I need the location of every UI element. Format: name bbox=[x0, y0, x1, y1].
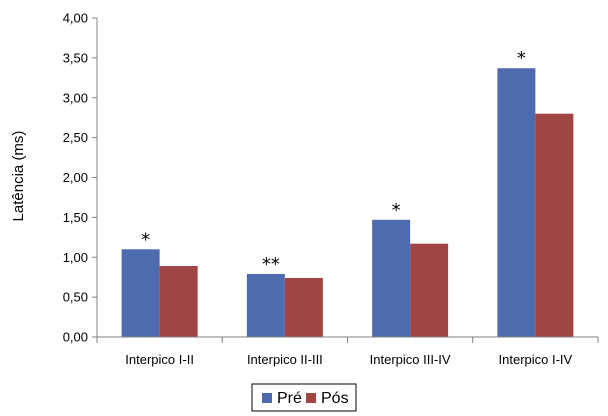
bars bbox=[121, 68, 574, 338]
bar-pre bbox=[246, 273, 285, 337]
significance-marker: * bbox=[392, 200, 401, 221]
x-tick-label: Interpico III-IV bbox=[370, 352, 451, 367]
x-tick-label: Interpico I-IV bbox=[499, 352, 573, 367]
bar-pos bbox=[410, 243, 449, 337]
y-tick-label: 1,50 bbox=[63, 210, 88, 225]
legend: Pré Pós bbox=[251, 383, 357, 412]
bar-pos bbox=[159, 266, 198, 337]
x-tick-label: Interpico II-III bbox=[247, 352, 323, 367]
y-tick-label: 4,00 bbox=[63, 11, 88, 26]
bar-pos bbox=[535, 113, 574, 337]
bar-pre bbox=[497, 68, 536, 338]
significance-marker: * bbox=[141, 229, 150, 250]
x-tick-label: Interpico I-II bbox=[125, 352, 194, 367]
bar-pre bbox=[372, 219, 411, 337]
axes bbox=[96, 18, 599, 343]
significance-marker: ** bbox=[262, 254, 280, 275]
significance-annotations: ***** bbox=[141, 48, 526, 275]
y-tick-label: 0,00 bbox=[63, 330, 88, 345]
y-axis-title: Latência (ms) bbox=[10, 131, 27, 222]
y-tick-label: 1,00 bbox=[63, 250, 88, 265]
legend-label-pre: Pré bbox=[277, 390, 302, 407]
y-tick-label: 3,00 bbox=[63, 90, 88, 105]
legend-swatch-pos bbox=[306, 393, 316, 403]
bar-pre bbox=[121, 249, 160, 337]
significance-marker: * bbox=[517, 48, 526, 69]
y-tick-label: 0,50 bbox=[63, 290, 88, 305]
y-tick-label: 3,50 bbox=[63, 50, 88, 65]
x-axis-labels: Interpico I-II Interpico II-III Interpico … bbox=[125, 352, 572, 367]
bar-pos bbox=[284, 277, 323, 337]
legend-label-pos: Pós bbox=[321, 390, 349, 407]
y-tick-label: 2,00 bbox=[63, 170, 88, 185]
y-axis-ticks: 0,00 0,50 1,00 1,50 2,00 2,50 3,00 3,50 4,00 bbox=[63, 11, 97, 345]
y-tick-label: 2,50 bbox=[63, 130, 88, 145]
legend-swatch-pre bbox=[262, 393, 272, 403]
